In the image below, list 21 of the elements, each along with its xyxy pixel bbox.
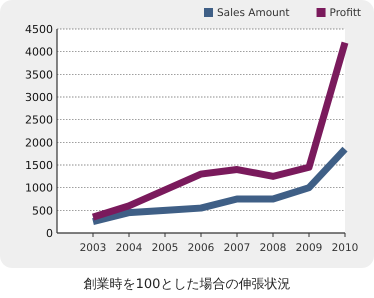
- x-tick-label: 2009: [296, 242, 322, 254]
- y-tick-label: 4500: [25, 23, 53, 36]
- x-tick-label: 2004: [116, 242, 143, 254]
- y-tick-label: 2500: [25, 114, 53, 127]
- x-tick-label: 2008: [260, 242, 286, 254]
- y-tick-label: 500: [32, 204, 53, 218]
- x-tick-label: 2003: [80, 242, 106, 254]
- y-tick-label: 1000: [25, 182, 53, 195]
- y-tick-label: 1500: [25, 159, 53, 172]
- y-tick-label: 2000: [25, 136, 53, 150]
- text: 創業時を100とした場合の伸張状況: [84, 277, 290, 292]
- y-tick-label: 0: [46, 227, 53, 240]
- y-tick-label: 3000: [25, 91, 53, 104]
- x-tick-label: 2007: [224, 242, 250, 254]
- legend-label: Profitt: [330, 7, 362, 19]
- x-tick-label: 2010: [332, 242, 358, 254]
- y-tick-label: 4000: [25, 46, 53, 59]
- x-tick-label: 2006: [188, 242, 215, 254]
- x-tick-label: 2005: [152, 242, 178, 254]
- legend-label: Sales Amount: [217, 7, 290, 19]
- y-tick-label: 3500: [25, 68, 53, 82]
